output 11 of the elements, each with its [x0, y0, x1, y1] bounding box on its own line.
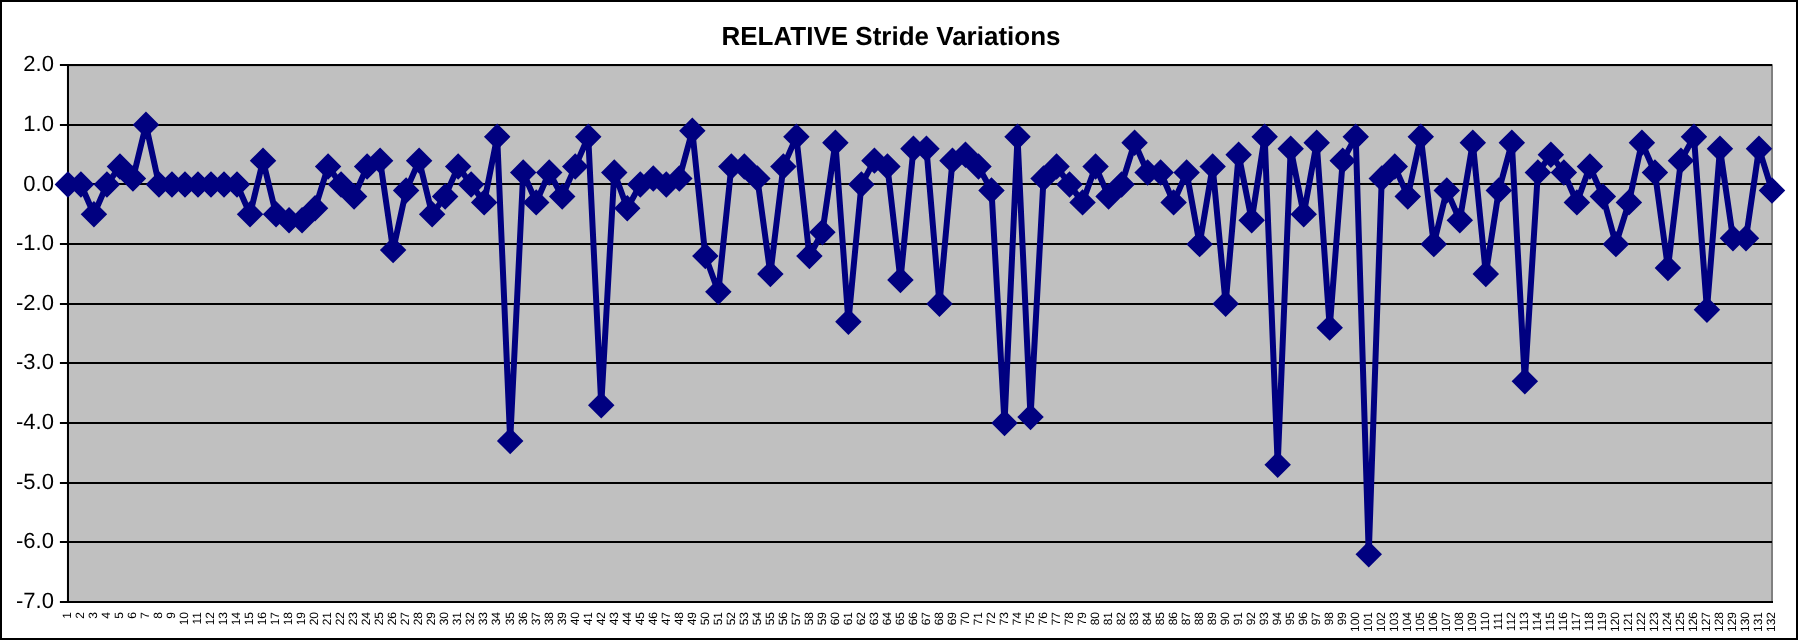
y-tick-label: -3.0 — [15, 351, 54, 376]
y-tick-label: -6.0 — [15, 530, 54, 555]
y-tick-label: -1.0 — [15, 232, 54, 257]
y-tick-label: 2.0 — [23, 53, 54, 78]
y-tick-label: -2.0 — [15, 291, 54, 316]
y-tick-label: -7.0 — [15, 590, 54, 615]
y-tick-label: -5.0 — [15, 470, 54, 495]
y-tick-label: -4.0 — [15, 411, 54, 436]
y-tick-label: 1.0 — [23, 112, 54, 137]
y-tick-label: 0.0 — [23, 172, 54, 197]
chart-title: RELATIVE Stride Variations — [721, 20, 1061, 51]
